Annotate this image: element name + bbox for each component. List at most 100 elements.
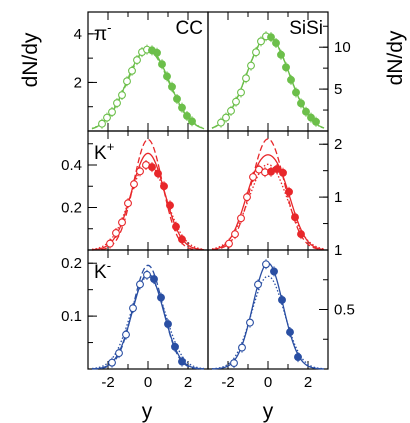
curve-dotted [91,275,205,370]
data-point-measured [158,60,166,69]
data-point-measured [285,187,293,196]
data-point-reflected [237,88,245,97]
data-point-measured [163,72,171,81]
curve-dashed [91,138,205,251]
data-point-reflected [98,119,106,128]
panel-K+-SiSi: 12 [207,130,342,251]
curve-solid [91,273,205,370]
data-point-measured [154,169,162,178]
data-point-reflected [115,349,123,358]
data-point-reflected [122,330,130,339]
curve-dotted [91,162,205,250]
xtick-label: 0 [144,374,152,391]
data-point-reflected [252,48,260,57]
data-point-measured [183,111,191,120]
data-point-measured [287,75,295,84]
data-point-measured [297,99,305,108]
data-point-measured [291,213,299,222]
ytick-label: 0.2 [61,200,82,217]
ytick-label: 2 [334,136,342,153]
data-point-reflected [257,37,265,46]
data-point-reflected [108,108,116,117]
data-point-measured [148,163,156,172]
system-label: SiSi [289,18,323,39]
panel-π--SiSi: 5 10 SiSi [207,11,351,132]
data-point-measured [188,117,196,126]
particle-label: K- [94,258,111,283]
data-point-measured [292,88,300,97]
particle-label: K+ [94,139,114,164]
data-point-measured [173,94,181,103]
xtick-label: -2 [221,374,234,391]
data-point-measured [171,342,179,351]
data-point-reflected [136,280,144,289]
data-point-measured [172,222,180,231]
panel-K--SiSi: 0.5 1 -2 0 2 [207,242,355,391]
ytick-label: 0.1 [61,308,82,325]
xtick-label: -2 [101,374,114,391]
data-point-measured [153,48,161,57]
data-point-measured [279,168,287,177]
data-point-reflected [133,56,141,65]
curve-solid [211,154,325,251]
data-point-reflected [128,66,136,75]
panel-π--CC: 2 4 π- CC [74,11,209,132]
data-point-reflected [232,97,240,106]
data-point-reflected [136,167,144,176]
data-point-reflected [238,343,246,352]
curve-dashed [211,138,325,251]
xtick-label: 2 [304,374,312,391]
data-point-measured [282,63,290,72]
curve-dotted [211,275,325,370]
particle-label: π- [94,20,111,45]
data-point-measured [178,235,186,244]
data-point-measured [286,328,294,337]
data-point-measured [166,201,174,210]
data-point-reflected [123,77,131,86]
ytick-label: 10 [334,39,351,56]
ytick-label: 0.5 [334,302,355,319]
curve-dashed [91,264,205,370]
ytick-label: 4 [74,26,82,43]
data-point-measured [297,230,305,239]
data-point-measured [157,293,165,302]
data-point-reflected [243,193,251,202]
ytick-label: 5 [334,81,342,98]
curve-dotted [211,163,325,250]
data-point-reflected [246,318,254,327]
xtick-label: 0 [264,374,272,391]
data-point-measured [312,117,320,126]
data-point-reflected [113,99,121,108]
data-point-reflected [249,173,257,181]
data-point-reflected [254,280,262,289]
system-label: CC [176,18,203,39]
data-point-reflected [108,358,116,367]
data-point-measured [160,182,168,191]
data-point-reflected [247,61,255,70]
ytick-label: 1 [334,189,342,206]
xlabel-left: y [142,400,153,423]
ytick-label: 2 [74,74,82,91]
data-point-reflected [130,180,138,189]
data-point-reflected [124,199,132,208]
data-point-reflected [231,230,239,239]
data-point-reflected [230,359,238,367]
data-point-measured [150,275,158,284]
ytick-label: 0.4 [61,157,82,174]
data-point-reflected [103,113,111,122]
curve-solid [211,262,325,370]
data-point-reflected [262,260,270,269]
data-point-measured [307,113,315,122]
panel-frame [207,130,329,251]
data-point-reflected [118,218,126,227]
ylabel-right: dN/dy [384,30,407,85]
data-point-reflected [225,239,233,248]
data-point-measured [178,357,186,366]
xlabel-right: y [263,400,274,423]
data-point-measured [270,267,278,276]
data-point-measured [278,296,286,304]
data-point-measured [168,82,176,91]
data-point-measured [294,353,302,362]
data-point-reflected [222,113,230,122]
